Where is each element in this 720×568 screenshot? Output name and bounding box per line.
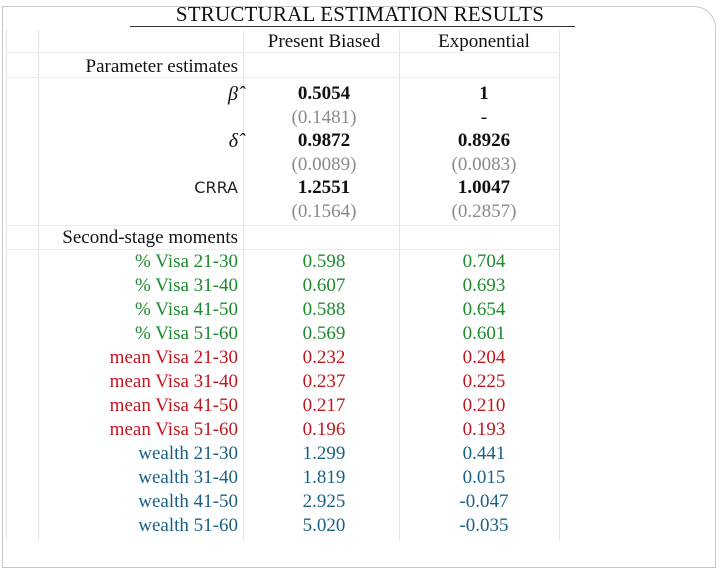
moment-value-pb: 0.196 [302, 419, 346, 440]
moment-value-pb: 1.299 [302, 443, 346, 464]
column-header-present-biased: Present Biased [267, 31, 381, 52]
beta-estimate-ex: 1 [479, 83, 489, 104]
crra-label: CRRA [194, 178, 238, 197]
moment-label: mean Visa 31-40 [109, 371, 238, 392]
moment-label: % Visa 41-50 [135, 299, 238, 320]
grid-line [243, 30, 244, 540]
moment-value-pb: 5.020 [302, 515, 346, 536]
grid-line [6, 77, 560, 78]
moment-value-pb: 0.232 [302, 347, 346, 368]
moment-value-pb: 2.925 [302, 491, 346, 512]
delta-se-ex: (0.0083) [451, 154, 517, 175]
beta-se-pb: (0.1481) [291, 107, 357, 128]
delta-hat-label: δ̂ [228, 130, 238, 152]
crra-se-pb: (0.1564) [291, 201, 357, 222]
moment-value-pb: 1.819 [302, 467, 346, 488]
moment-label: wealth 21-30 [138, 443, 238, 464]
moment-label: mean Visa 21-30 [109, 347, 238, 368]
moment-value-ex: 0.225 [462, 371, 506, 392]
slide-title: STRUCTURAL ESTIMATION RESULTS [175, 2, 545, 26]
moment-value-ex: 0.204 [462, 347, 506, 368]
grid-line [399, 30, 400, 540]
results-table: Present Biased Exponential Parameter est… [6, 30, 560, 540]
moment-value-ex: 0.693 [462, 275, 506, 296]
grid-line [38, 30, 39, 540]
moment-value-ex: 0.015 [462, 467, 506, 488]
moment-value-pb: 0.217 [302, 395, 346, 416]
beta-se-ex: - [480, 107, 488, 128]
moment-value-pb: 0.237 [302, 371, 346, 392]
moment-label: mean Visa 41-50 [109, 395, 238, 416]
moment-value-ex: 0.210 [462, 395, 506, 416]
moment-label: % Visa 51-60 [135, 323, 238, 344]
grid-line [6, 52, 560, 53]
crra-estimate-ex: 1.0047 [457, 177, 511, 198]
crra-estimate-pb: 1.2551 [297, 177, 351, 198]
beta-estimate-pb: 0.5054 [297, 83, 351, 104]
section-label-parameters: Parameter estimates [85, 56, 238, 77]
moment-value-ex: 0.601 [462, 323, 506, 344]
moment-label: wealth 41-50 [138, 491, 238, 512]
grid-line [6, 249, 560, 250]
moment-value-pb: 0.588 [302, 299, 346, 320]
grid-line [6, 30, 7, 540]
moment-label: % Visa 21-30 [135, 251, 238, 272]
column-header-exponential: Exponential [438, 31, 530, 52]
moment-label: wealth 31-40 [138, 467, 238, 488]
title-underline [130, 26, 575, 27]
moment-value-pb: 0.607 [302, 275, 346, 296]
moment-value-ex: 0.193 [462, 419, 506, 440]
delta-estimate-pb: 0.9872 [297, 130, 351, 151]
grid-line [559, 30, 560, 540]
moment-value-pb: 0.569 [302, 323, 346, 344]
moment-value-pb: 0.598 [302, 251, 346, 272]
moment-value-ex: 0.704 [462, 251, 506, 272]
beta-hat-label: β̂ [228, 83, 238, 105]
moment-label: % Visa 31-40 [135, 275, 238, 296]
moment-label: wealth 51-60 [138, 515, 238, 536]
delta-estimate-ex: 0.8926 [457, 130, 511, 151]
moment-value-ex: -0.047 [459, 491, 509, 512]
moment-value-ex: 0.441 [462, 443, 506, 464]
moment-value-ex: 0.654 [462, 299, 506, 320]
grid-line [6, 225, 560, 226]
moment-value-ex: -0.035 [459, 515, 509, 536]
moment-label: mean Visa 51-60 [109, 419, 238, 440]
delta-se-pb: (0.0089) [291, 154, 357, 175]
section-label-moments: Second-stage moments [62, 227, 238, 248]
crra-se-ex: (0.2857) [451, 201, 517, 222]
